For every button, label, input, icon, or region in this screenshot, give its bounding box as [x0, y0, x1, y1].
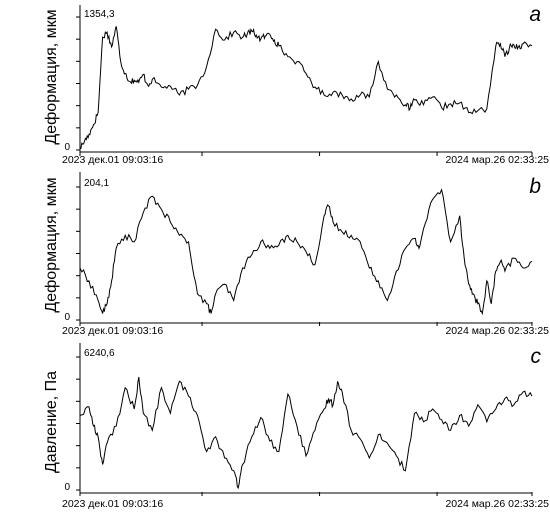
series-line-a — [79, 26, 533, 150]
series-line-c — [79, 376, 533, 490]
zero-tick-label-b: 0 — [64, 312, 70, 323]
panel-letter-a: a — [529, 3, 541, 26]
y-ticks-c — [76, 356, 80, 491]
max-value-label-b: 204,1 — [84, 178, 109, 189]
panel-b: Деформация, мкм 0 204,1 b 2023 дек.01 09… — [43, 172, 549, 337]
y-axis-label-b: Деформация, мкм — [43, 177, 60, 312]
y-ticks-a — [76, 16, 80, 151]
x-start-label-a: 2023 дек.01 09:03:16 — [62, 154, 163, 166]
y-axis-label-c: Давление, Па — [43, 371, 60, 473]
series-line-b — [79, 188, 533, 316]
x-end-label-b: 2024 мар.26 02:33:25 — [445, 325, 549, 337]
panel-letter-b: b — [529, 175, 541, 198]
panel-c: Давление, Па 0 6240,6 c 2023 дек.01 09:0… — [43, 343, 549, 510]
panel-a: Деформация, мкм 0 1354,3 a 2023 дек.01 0… — [43, 3, 549, 166]
max-value-label-c: 6240,6 — [84, 348, 115, 359]
x-end-label-c: 2024 мар.26 02:33:25 — [445, 498, 549, 510]
x-start-label-c: 2023 дек.01 09:03:16 — [62, 498, 163, 510]
max-value-label-a: 1354,3 — [84, 9, 115, 20]
x-ticks-a — [79, 152, 533, 156]
y-axis-label-a: Деформация, мкм — [43, 9, 60, 144]
x-ticks-c — [79, 492, 533, 496]
y-ticks-b — [76, 186, 80, 321]
x-start-label-b: 2023 дек.01 09:03:16 — [62, 325, 163, 337]
panel-letter-c: c — [531, 345, 542, 368]
zero-tick-label-c: 0 — [64, 482, 70, 493]
zero-tick-label-a: 0 — [64, 142, 70, 153]
x-ticks-b — [79, 322, 533, 326]
x-end-label-a: 2024 мар.26 02:33:25 — [445, 154, 549, 166]
